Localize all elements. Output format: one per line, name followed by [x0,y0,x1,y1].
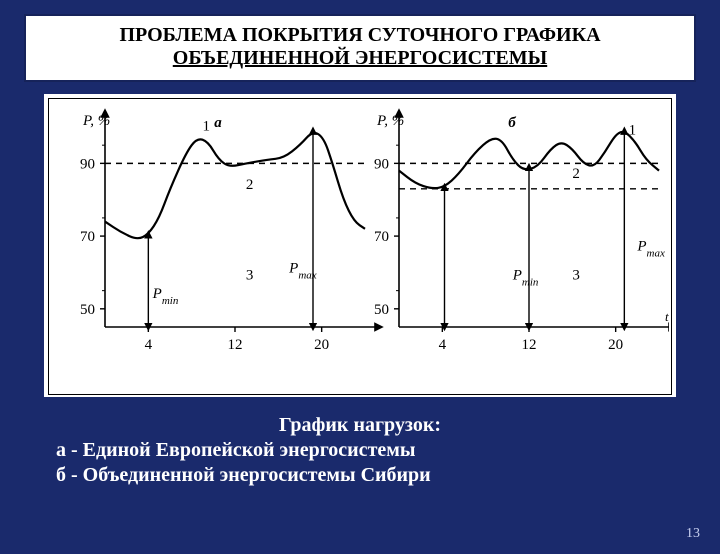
svg-text:90: 90 [80,156,95,172]
svg-text:P, %: P, % [82,113,110,129]
svg-text:70: 70 [374,229,389,245]
slide-title-line1: ПРОБЛЕМА ПОКРЫТИЯ СУТОЧНОГО ГРАФИКА [36,24,684,47]
svg-text:t, ч: t, ч [665,309,669,324]
svg-text:3: 3 [246,268,254,284]
svg-text:Pmin: Pmin [512,268,539,289]
svg-text:50: 50 [374,302,389,318]
svg-text:12: 12 [228,337,243,353]
svg-text:Pmin: Pmin [152,286,179,307]
svg-text:1: 1 [203,119,211,135]
caption-block: График нагрузок: а - Единой Европейской … [56,413,664,488]
svg-text:а: а [214,115,222,131]
svg-text:50: 50 [80,302,95,318]
svg-text:20: 20 [314,337,329,353]
svg-text:20: 20 [608,337,623,353]
svg-text:70: 70 [80,229,95,245]
caption-line-a: а - Единой Европейской энергосистемы [56,438,664,463]
caption-line-b: б - Объединенной энергосистемы Сибири [56,463,664,488]
svg-text:б: б [508,115,516,131]
chart-container: 50709041220P, %а123PmaxPmin50709041220P,… [44,94,676,397]
svg-text:2: 2 [572,166,580,182]
svg-text:P, %: P, % [376,113,404,129]
svg-text:4: 4 [145,337,153,353]
load-chart: 50709041220P, %а123PmaxPmin50709041220P,… [49,99,669,389]
slide-title-box: ПРОБЛЕМА ПОКРЫТИЯ СУТОЧНОГО ГРАФИКА ОБЪЕ… [24,14,696,82]
caption-title: График нагрузок: [56,413,664,438]
svg-text:12: 12 [522,337,537,353]
svg-text:3: 3 [572,268,580,284]
svg-text:1: 1 [629,122,637,138]
svg-text:4: 4 [439,337,447,353]
svg-text:2: 2 [246,177,254,193]
slide-title-line2: ОБЪЕДИНЕННОЙ ЭНЕРГОСИСТЕМЫ [36,47,684,70]
svg-text:90: 90 [374,156,389,172]
svg-text:Pmax: Pmax [636,239,665,260]
